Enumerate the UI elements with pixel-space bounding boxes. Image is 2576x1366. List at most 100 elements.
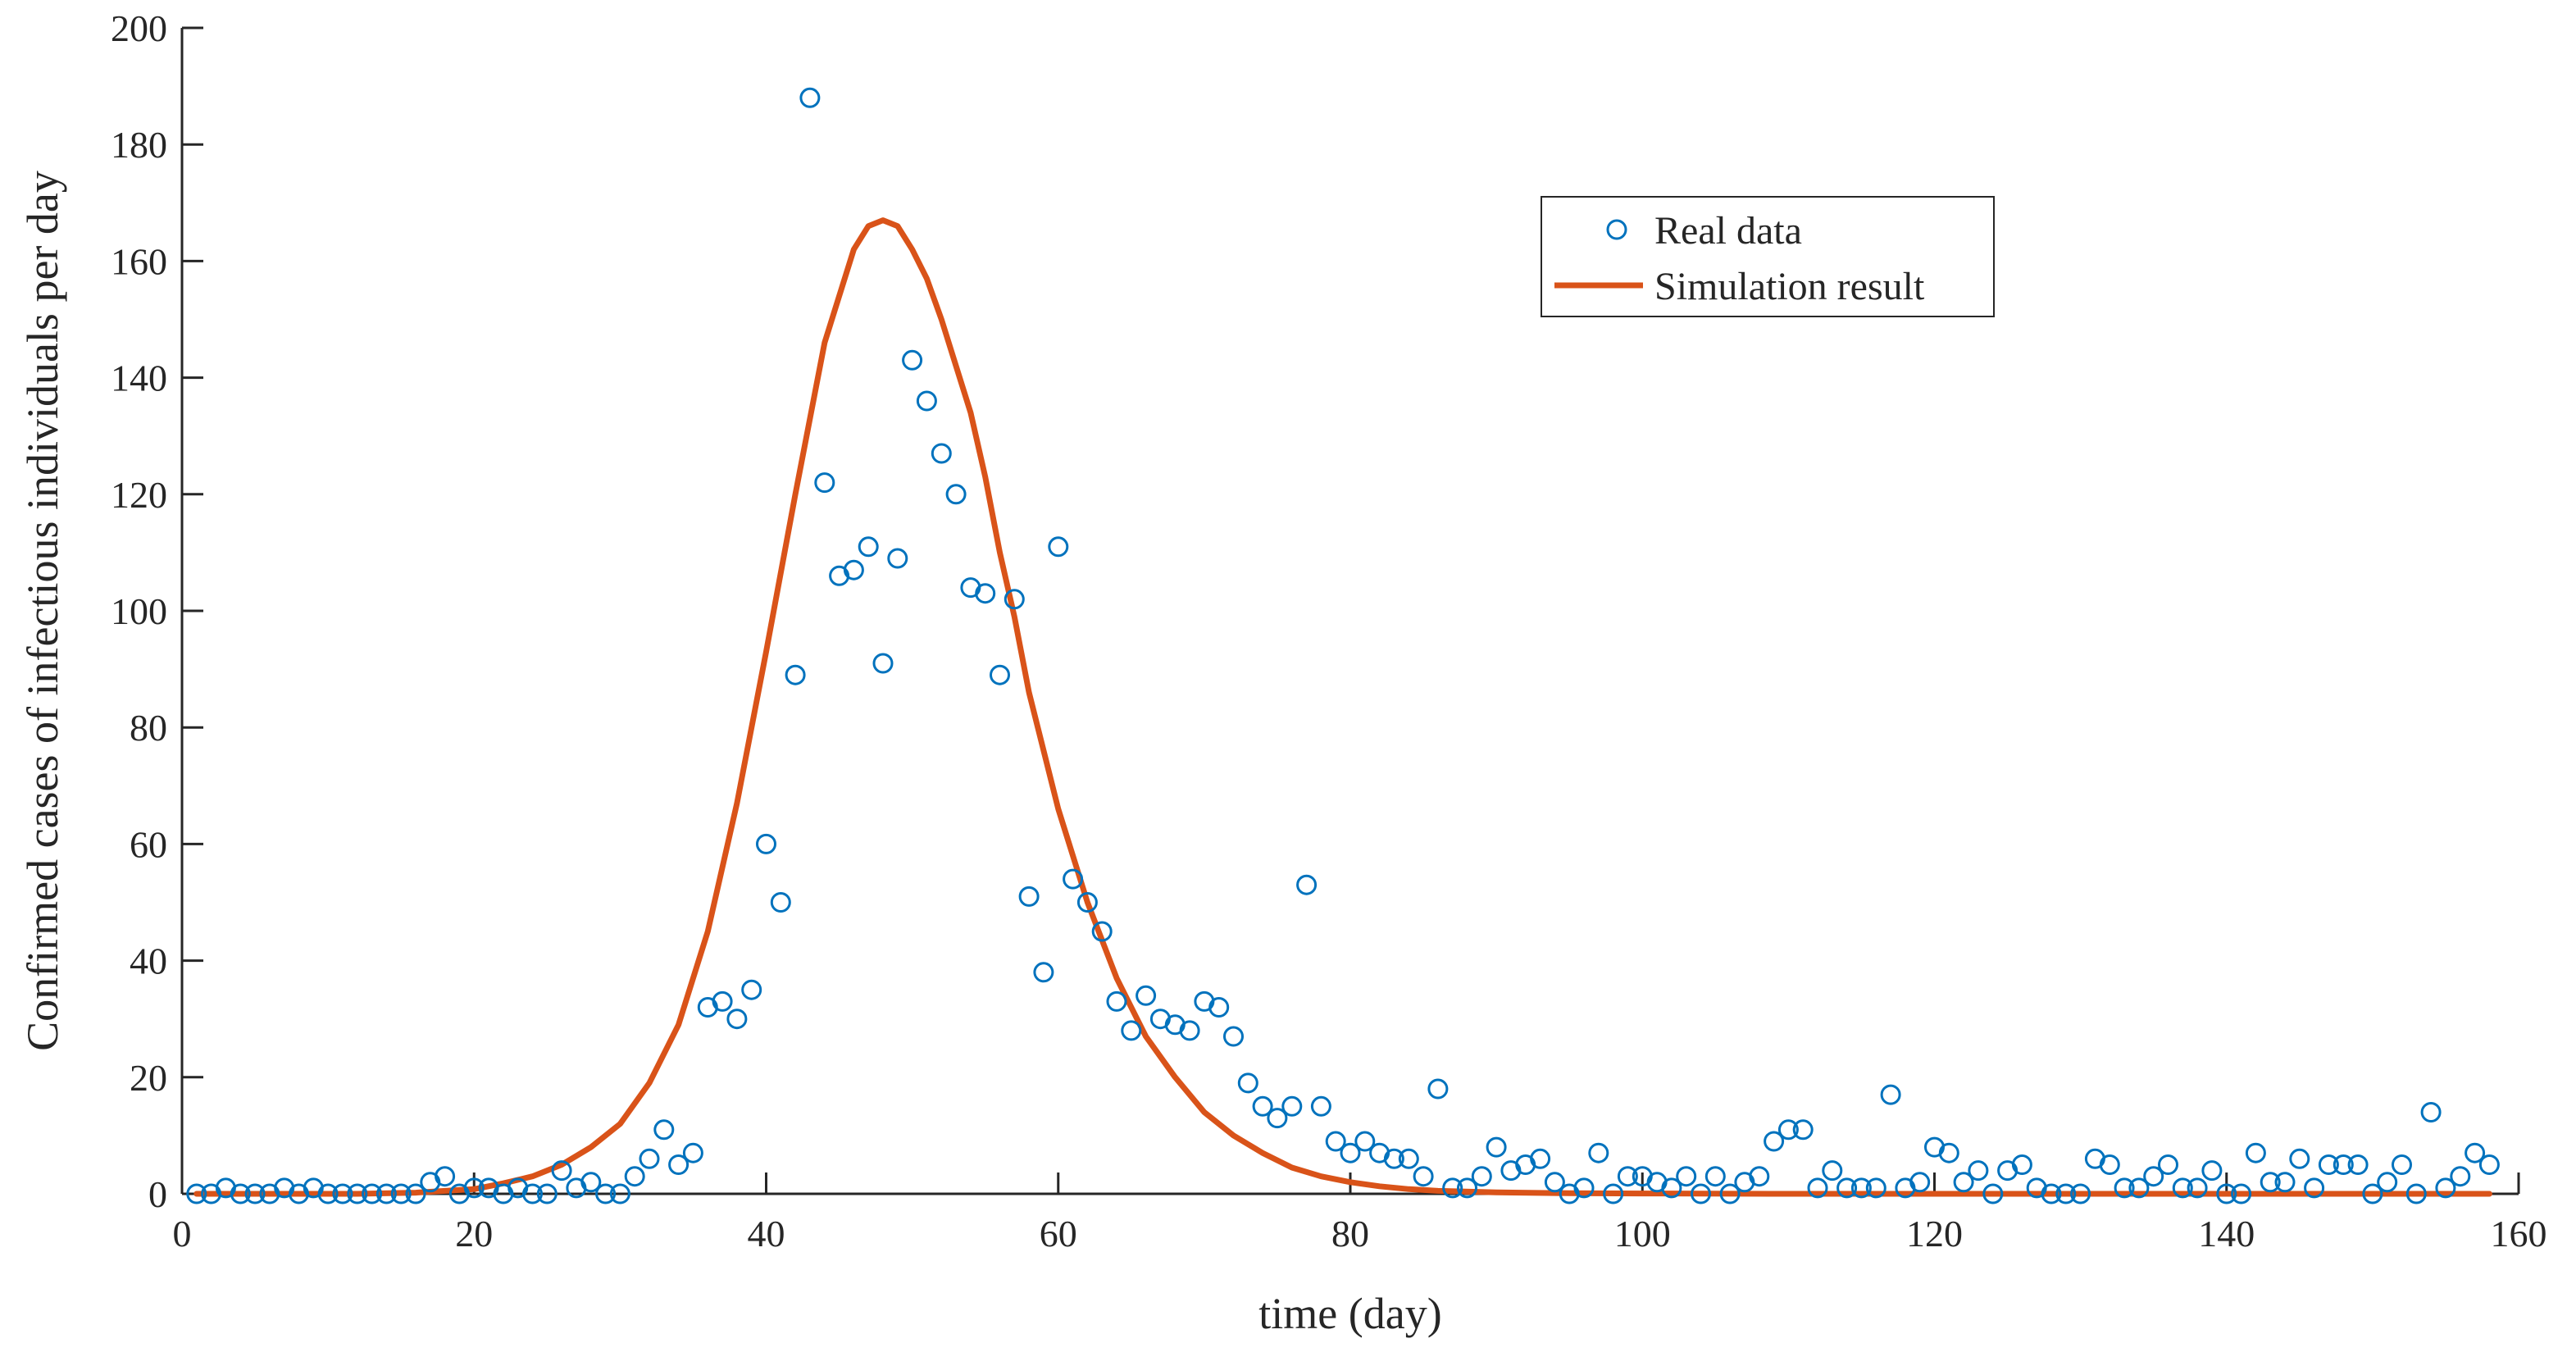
real-data-point: [2128, 1177, 2150, 1199]
y-ticks: 0 20 40 60 80 100 120 140 160 180 200: [111, 7, 203, 1215]
real-data-point: [1310, 1095, 1331, 1117]
real-data-point: [2172, 1177, 2193, 1199]
real-data-point: [2392, 1154, 2412, 1175]
real-data-layer: [186, 87, 2500, 1204]
real-data-point: [2231, 1183, 2252, 1204]
real-data-point: [902, 349, 923, 371]
real-data-point: [1281, 1095, 1303, 1117]
real-data-point: [1223, 1026, 1244, 1047]
real-data-point: [362, 1183, 383, 1204]
real-data-point: [2070, 1183, 2091, 1204]
real-data-point: [2011, 1154, 2032, 1175]
real-data-point: [230, 1183, 251, 1204]
real-data-point: [2464, 1142, 2486, 1163]
real-data-point: [1822, 1160, 1843, 1182]
real-data-point: [1588, 1142, 1609, 1163]
real-data-point: [463, 1177, 485, 1199]
real-data-point: [522, 1183, 543, 1204]
real-data-point: [1296, 874, 1318, 895]
real-data-point: [2187, 1177, 2208, 1199]
real-data-point: [1764, 1131, 1785, 1152]
real-data-point: [1704, 1166, 1726, 1187]
x-tick-label: 160: [2491, 1213, 2547, 1254]
real-data-point: [990, 664, 1010, 685]
real-data-point: [668, 1154, 690, 1175]
real-data-point: [1252, 1095, 1273, 1117]
real-data-point: [2347, 1154, 2369, 1175]
y-tick-label: 100: [111, 590, 167, 632]
y-tick-label: 40: [130, 940, 167, 982]
real-data-point: [1471, 1166, 1492, 1187]
real-data-point: [2450, 1166, 2471, 1187]
real-data-point: [536, 1183, 558, 1204]
real-data-point: [1457, 1177, 1477, 1199]
real-data-point: [2304, 1177, 2325, 1199]
x-tick-label: 40: [748, 1213, 785, 1254]
real-data-point: [770, 892, 791, 913]
real-data-point: [653, 1119, 675, 1141]
real-data-point: [1267, 1108, 1288, 1129]
real-data-point: [1076, 892, 1098, 913]
real-data-point: [1676, 1166, 1697, 1187]
real-data-point: [1661, 1177, 1682, 1199]
real-data-point: [887, 548, 908, 569]
y-tick-label: 120: [111, 474, 167, 516]
real-data-point: [1544, 1172, 1565, 1193]
x-tick-label: 60: [1040, 1213, 1077, 1254]
real-data-point: [2333, 1154, 2354, 1175]
x-axis-label: time (day): [1258, 1289, 1441, 1338]
real-data-point: [1749, 1166, 1770, 1187]
real-data-point: [2478, 1154, 2500, 1175]
x-ticks: 0 20 40 60 80 100 120 140 160: [173, 1172, 2547, 1254]
real-data-point: [1938, 1142, 1959, 1163]
simulation-line: [193, 217, 2492, 1197]
real-data-point: [1413, 1166, 1434, 1187]
real-data-point: [624, 1166, 645, 1187]
real-data-point: [1777, 1119, 1799, 1141]
x-tick-label: 100: [1614, 1213, 1671, 1254]
real-data-point: [2362, 1183, 2383, 1204]
real-data-point: [609, 1183, 630, 1204]
real-data-point: [2274, 1172, 2296, 1193]
real-data-point: [1982, 1183, 2004, 1204]
real-data-point: [2143, 1166, 2164, 1187]
real-data-point: [2405, 1183, 2427, 1204]
real-data-point: [1850, 1177, 1872, 1199]
y-tick-label: 200: [111, 7, 167, 49]
real-data-point: [945, 484, 967, 505]
real-data-point: [1106, 990, 1127, 1012]
x-tick-label: 120: [1906, 1213, 1963, 1254]
real-data-point: [1136, 985, 1157, 1006]
real-data-point: [799, 87, 821, 108]
real-data-point: [1063, 868, 1084, 890]
real-data-point: [2201, 1160, 2223, 1182]
x-tick-label: 140: [2198, 1213, 2255, 1254]
real-data-point: [1968, 1160, 1989, 1182]
real-data-point: [872, 653, 894, 674]
real-data-point: [726, 1009, 748, 1030]
y-tick-label: 0: [148, 1173, 167, 1215]
real-data-point: [1091, 921, 1113, 942]
real-data-point: [2114, 1177, 2135, 1199]
real-data-point: [2420, 1102, 2442, 1122]
real-data-point: [1033, 962, 1054, 983]
real-data-point: [1208, 997, 1230, 1018]
real-data-point: [2289, 1148, 2310, 1169]
real-data-point: [1617, 1166, 1638, 1187]
real-data-point: [975, 583, 996, 604]
real-data-point: [1530, 1148, 1551, 1169]
real-data-point: [332, 1183, 353, 1204]
real-data-point: [858, 536, 879, 558]
real-data-point: [1427, 1078, 1449, 1100]
real-data-point: [1691, 1183, 1711, 1204]
real-data-point: [1340, 1142, 1361, 1163]
y-axis-label: Confirmed cases of infectious individual…: [18, 171, 67, 1051]
real-data-point: [1237, 1072, 1258, 1094]
real-data-point: [916, 390, 937, 412]
real-data-point: [2318, 1154, 2339, 1175]
real-data-point: [2055, 1183, 2077, 1204]
real-data-point: [317, 1183, 339, 1204]
legend-label-real: Real data: [1654, 209, 1802, 253]
real-data-point: [1018, 886, 1040, 907]
real-data-point: [2158, 1154, 2178, 1175]
